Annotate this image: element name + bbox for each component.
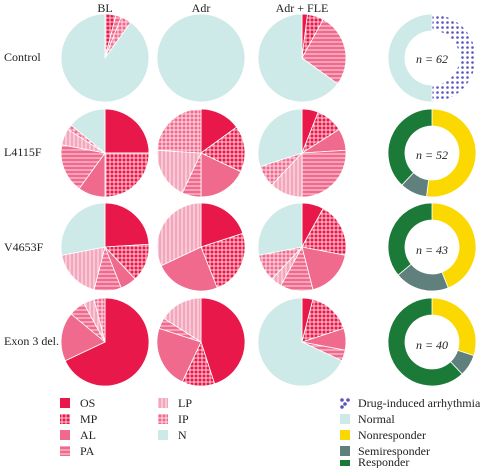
donut-slice-normal (387, 13, 433, 103)
pie-slice-os (104, 202, 150, 248)
pie-slice-n (257, 297, 343, 387)
pie-slice-lp (156, 202, 202, 267)
pie-slice-al (301, 246, 346, 291)
legend-label-drug-induced-arrhythmia: Drug-induced arrhythmia (358, 396, 481, 410)
pie-0-1 (156, 13, 246, 103)
pie-2-2 (257, 202, 347, 292)
n-label-v4653f: n = 43 (416, 243, 448, 257)
legend-swatch-drug-induced-arrhythmia (340, 398, 350, 409)
donut-2 (387, 202, 477, 292)
pie-slice-pa (301, 149, 347, 198)
pie-slice-lp (156, 149, 202, 194)
pie-slice-n (257, 202, 303, 256)
legend-label-mp: MP (80, 412, 98, 426)
pie-grid (60, 13, 347, 387)
legend-phenotypes: OS MP AL PA LP IP N (60, 396, 192, 458)
legend-label-responder: Responder (358, 455, 409, 468)
legend-label-lp: LP (178, 396, 192, 410)
pie-slice-n (70, 108, 106, 154)
legend-swatch-os (60, 398, 70, 408)
legend-label-n: N (178, 428, 187, 442)
legend-swatch-mp (60, 414, 70, 424)
donut-slice-nonresponder (431, 202, 477, 289)
pie-slice-os (64, 297, 150, 387)
legend-swatch-pa (60, 446, 70, 456)
legend-dot (340, 398, 344, 402)
donut-slice-responder (387, 297, 463, 387)
pie-3-0 (60, 297, 150, 387)
row-label-v4653f: V4653F (4, 240, 44, 254)
pie-slice-ip (93, 297, 106, 343)
legend-swatch-al (60, 430, 70, 440)
legend-label-al: AL (80, 428, 96, 442)
pie-slice-n (257, 13, 339, 103)
pie-1-0 (60, 108, 150, 198)
pie-slice-mp (104, 152, 150, 198)
pie-0-2 (257, 13, 347, 103)
row-label-control: Control (4, 50, 41, 64)
pie-1-2 (257, 108, 347, 198)
pie-slice-n (257, 108, 303, 168)
n-label-l4115f: n = 52 (416, 148, 448, 162)
legend-swatch-lp (158, 398, 168, 408)
legend-label-pa: PA (80, 444, 95, 458)
legend-label-normal: Normal (358, 412, 395, 426)
pie-slice-mp (301, 298, 345, 343)
pie-slice-pa (301, 18, 347, 85)
n-label-exon3del: n = 40 (416, 338, 448, 352)
pie-0-0 (60, 13, 150, 103)
pie-3-2 (257, 297, 347, 387)
pie-slice-lp (61, 246, 106, 291)
legend-swatch-semiresponder (340, 446, 350, 456)
pie-slice-n (156, 13, 246, 103)
donut-slice-nonresponder (426, 108, 477, 198)
pie-slice-al (200, 152, 242, 198)
legend-swatch-normal (340, 414, 350, 424)
legend-dot (343, 402, 347, 406)
response-donuts (387, 13, 477, 387)
column-title-adr: Adr (192, 1, 211, 15)
pie-slice-ip (156, 108, 202, 154)
donut-slice-responder (387, 202, 433, 276)
donut-3 (387, 297, 477, 387)
legend-swatch-responder (340, 460, 350, 466)
legend-dot (346, 398, 350, 402)
legend-dot (340, 405, 344, 409)
row-label-exon3del: Exon 3 del. (4, 334, 59, 348)
donut-slice-responder (387, 108, 433, 186)
column-title-adr-fle: Adr + FLE (276, 1, 329, 15)
row-label-l4115f: L4115F (4, 145, 42, 159)
legend-response: Drug-induced arrhythmia Normal Nonrespon… (340, 396, 481, 468)
pie-slice-os (200, 202, 244, 248)
legend-swatch-ip (158, 414, 168, 424)
legend-label-nonresponder: Nonresponder (358, 428, 426, 442)
donut-0 (387, 13, 477, 103)
legend-label-ip: IP (178, 412, 189, 426)
pie-slice-al (60, 313, 106, 362)
n-label-control: n = 62 (416, 52, 448, 66)
legend-label-semiresponder: Semiresponder (358, 444, 430, 458)
pie-slice-pa (60, 144, 106, 190)
pie-slice-n (60, 202, 106, 256)
pie-3-1 (156, 297, 246, 387)
pie-slice-n (60, 13, 150, 103)
column-title-bl: BL (97, 1, 112, 15)
pie-slice-mp (301, 207, 347, 256)
donut-slice-drug-induced-arrhythmia (431, 13, 477, 103)
pie-slice-os (200, 297, 246, 385)
pie-2-0 (60, 202, 150, 292)
legend-swatch-n (158, 430, 168, 440)
pie-slice-mp (200, 126, 246, 173)
pie-slice-al (156, 327, 202, 383)
pie-2-1 (156, 202, 246, 292)
pie-slice-al (160, 246, 218, 292)
pie-slice-os (104, 108, 150, 154)
legend-swatch-nonresponder (340, 430, 350, 440)
pie-slice-lp (163, 297, 202, 343)
legend-label-os: OS (80, 396, 95, 410)
pie-1-1 (156, 108, 246, 198)
donut-1 (387, 108, 477, 198)
